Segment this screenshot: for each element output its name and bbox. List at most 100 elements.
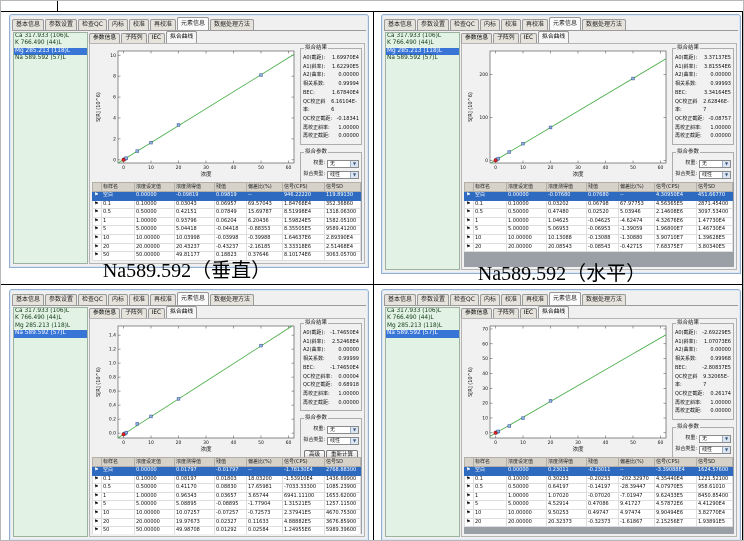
table-row[interactable]: ⚑ 空白 0.00000 -0.09819 0.09819 -- 946.22220 119.… (92, 191, 361, 201)
element-list-item[interactable]: K 766.490 (44)L (387, 40, 434, 47)
fit-type-dropdown[interactable]: 线性 ▼ (327, 436, 359, 445)
subtab-IEC[interactable]: IEC (519, 33, 538, 43)
table-row[interactable]: ⚑ 0.5 0.50000 0.41170 0.08830 17.65981 -7033.3… (92, 483, 361, 493)
subtab-参数信息[interactable]: 参数信息 (89, 33, 121, 43)
subtab-参数信息[interactable]: 参数信息 (461, 308, 493, 318)
tab-基本信息[interactable]: 基本信息 (384, 294, 417, 305)
element-list-item[interactable]: Ca 317.933 (106)L (15, 308, 70, 314)
subtab-拟合曲线[interactable]: 拟合曲线 (538, 306, 570, 318)
weight-dropdown[interactable]: 无 ▼ (327, 159, 359, 168)
element-list[interactable]: Ca 317.933 (106)L K 766.490 (44)L Mg 285.2… (13, 32, 88, 264)
table-row[interactable]: ⚑ 0.5 0.50000 0.47480 0.02520 5.03946 2.14608E… (464, 208, 733, 218)
tab-检查QC[interactable]: 检查QC (450, 294, 479, 305)
chevron-down-icon[interactable]: ▼ (722, 446, 730, 453)
tab-参数设置[interactable]: 参数设置 (45, 294, 78, 305)
element-list[interactable]: Ca 317.933 (106)L K 766.490 (44)L Mg 285.2… (13, 307, 88, 537)
tab-校准[interactable]: 校准 (128, 19, 149, 30)
weight-dropdown[interactable]: 无 ▼ (699, 434, 731, 443)
element-list-item[interactable]: Na 589.592 (57)L (14, 330, 87, 338)
subtab-子阵列[interactable]: 子阵列 (493, 308, 519, 318)
table-row[interactable]: ⚑ 5 5.00000 5.06953 -0.06953 -1.39059 1.96800E… (464, 225, 733, 235)
tab-内标[interactable]: 内标 (107, 19, 128, 30)
element-list[interactable]: Ca 317.933 (106)L K 766.490 (44)L Mg 285.2… (385, 32, 460, 270)
chevron-down-icon[interactable]: ▼ (722, 171, 730, 178)
table-row[interactable]: ⚑ 0.1 0.10000 0.03043 0.06957 69.57043 1.84768… (92, 199, 361, 210)
table-row[interactable]: ⚑ 1 1.00000 1.07020 -0.07020 -7.01947 9.62433E… (464, 491, 733, 502)
subtab-IEC[interactable]: IEC (147, 33, 166, 43)
subtab-IEC[interactable]: IEC (147, 308, 166, 318)
tab-元素信息[interactable]: 元素信息 (177, 17, 210, 30)
table-row[interactable]: ⚑ 5 5.00000 5.04418 -0.04418 -0.88353 8.35505E… (92, 225, 361, 235)
tab-数据处理方法[interactable]: 数据处理方法 (210, 19, 255, 30)
tab-数据处理方法[interactable]: 数据处理方法 (210, 294, 255, 305)
tab-元素信息[interactable]: 元素信息 (177, 292, 210, 305)
tab-参数设置[interactable]: 参数设置 (417, 294, 450, 305)
element-list-item[interactable]: Ca 317.933 (106)L (15, 33, 70, 39)
tab-内标[interactable]: 内标 (107, 294, 128, 305)
element-list-item[interactable]: K 766.490 (44)L (387, 315, 434, 322)
fit-type-dropdown[interactable]: 线性 ▼ (327, 170, 359, 179)
tab-检查QC[interactable]: 检查QC (78, 294, 107, 305)
tab-再校准[interactable]: 再校准 (521, 294, 548, 305)
table-row[interactable]: ⚑ 20 20.00000 20.32373 -0.32373 -1.61867 2.152… (464, 517, 733, 528)
tab-参数设置[interactable]: 参数设置 (417, 19, 450, 30)
subtab-子阵列[interactable]: 子阵列 (493, 33, 519, 43)
table-row[interactable]: ⚑ 空白 0.00000 0.01797 -0.01797 -- -1.78130E4 276… (92, 466, 361, 476)
table-row[interactable]: ⚑ 20 20.00000 20.43237 -0.43237 -2.16185 3.333… (92, 242, 361, 253)
tab-基本信息[interactable]: 基本信息 (12, 19, 45, 30)
tab-检查QC[interactable]: 检查QC (450, 19, 479, 30)
table-row[interactable]: ⚑ 0.1 0.10000 0.03202 0.06798 67.97753 4.56365… (464, 199, 733, 210)
element-list-item[interactable]: Mg 285.213 (118)L (15, 322, 71, 329)
chevron-down-icon[interactable]: ▼ (350, 171, 358, 178)
element-list-item[interactable]: Na 589.592 (57)L (15, 55, 66, 62)
tab-数据处理方法[interactable]: 数据处理方法 (582, 19, 627, 30)
table-row[interactable]: ⚑ 空白 0.00000 -0.07680 0.07680 -- 4.30950E4 451.… (464, 191, 733, 201)
fit-type-dropdown[interactable]: 线性 ▼ (699, 445, 731, 454)
subtab-参数信息[interactable]: 参数信息 (89, 308, 121, 318)
subtab-子阵列[interactable]: 子阵列 (121, 308, 147, 318)
chevron-down-icon[interactable]: ▼ (722, 435, 730, 442)
element-list-item[interactable]: K 766.490 (44)L (15, 40, 62, 47)
tab-内标[interactable]: 内标 (479, 294, 500, 305)
tab-检查QC[interactable]: 检查QC (78, 19, 107, 30)
element-list-item[interactable]: K 766.490 (44)L (15, 315, 62, 322)
table-row[interactable]: ⚑ 10 10.00000 10.07257 -0.07257 -0.72573 2.379… (92, 508, 361, 519)
subtab-拟合曲线[interactable]: 拟合曲线 (166, 306, 198, 318)
element-list-item[interactable]: Ca 317.933 (106)L (387, 308, 442, 314)
element-list-item[interactable]: Na 589.592 (57)L (386, 330, 459, 338)
table-row[interactable]: ⚑ 0.5 0.50000 0.42151 0.07849 15.69787 8.51998… (92, 208, 361, 218)
table-row[interactable]: ⚑ 10 10.00000 10.03998 -0.03998 -0.39988 1.646… (92, 233, 361, 244)
tab-再校准[interactable]: 再校准 (149, 294, 176, 305)
table-row[interactable]: ⚑ 0.1 0.10000 0.08197 0.01803 18.03200 -1.5391… (92, 474, 361, 485)
tab-数据处理方法[interactable]: 数据处理方法 (582, 294, 627, 305)
element-list-item[interactable]: Mg 285.213 (118)L (387, 322, 443, 329)
weight-dropdown[interactable]: 无 ▼ (699, 159, 731, 168)
subtab-拟合曲线[interactable]: 拟合曲线 (166, 31, 198, 43)
tab-再校准[interactable]: 再校准 (521, 19, 548, 30)
table-row[interactable]: ⚑ 0.1 0.10000 0.30233 -0.20233 -202.32970 4.35… (464, 474, 733, 485)
subtab-IEC[interactable]: IEC (519, 308, 538, 318)
tab-元素信息[interactable]: 元素信息 (549, 17, 582, 30)
chevron-down-icon[interactable]: ▼ (350, 426, 358, 433)
table-row[interactable]: ⚑ 5 5.00000 5.08895 -0.08895 -1.77904 1.31521E… (92, 500, 361, 510)
element-list-item[interactable]: Na 589.592 (57)L (387, 55, 438, 62)
element-list-item[interactable]: Ca 317.933 (106)L (387, 33, 442, 39)
fit-type-dropdown[interactable]: 线性 ▼ (699, 170, 731, 179)
chevron-down-icon[interactable]: ▼ (350, 437, 358, 444)
table-row[interactable]: ⚑ 10 10.00000 9.50253 0.49747 4.97474 9.90494E… (464, 508, 733, 519)
tab-参数设置[interactable]: 参数设置 (45, 19, 78, 30)
subtab-参数信息[interactable]: 参数信息 (461, 33, 493, 43)
table-row[interactable]: ⚑ 1 1.00000 0.93796 0.06204 6.20436 1.59824E5 1… (92, 216, 361, 227)
subtab-拟合曲线[interactable]: 拟合曲线 (538, 31, 570, 43)
tab-内标[interactable]: 内标 (479, 19, 500, 30)
subtab-子阵列[interactable]: 子阵列 (121, 33, 147, 43)
tab-校准[interactable]: 校准 (500, 294, 521, 305)
table-row[interactable]: ⚑ 1 1.00000 0.96343 0.03657 3.65744 6941.11100… (92, 491, 361, 502)
weight-dropdown[interactable]: 无 ▼ (327, 425, 359, 434)
chevron-down-icon[interactable]: ▼ (350, 160, 358, 167)
table-row[interactable]: ⚑ 0.5 0.50000 0.64197 -0.14197 -28.39447 4.079… (464, 483, 733, 493)
table-row[interactable]: ⚑ 10 10.00000 10.13088 -0.13088 -1.30880 3.907… (464, 233, 733, 244)
table-row[interactable]: ⚑ 20 20.00000 19.97673 0.02327 0.11633 4.88882… (92, 517, 361, 528)
element-list-item[interactable]: Mg 285.213 (118)L (386, 47, 459, 56)
tab-再校准[interactable]: 再校准 (149, 19, 176, 30)
